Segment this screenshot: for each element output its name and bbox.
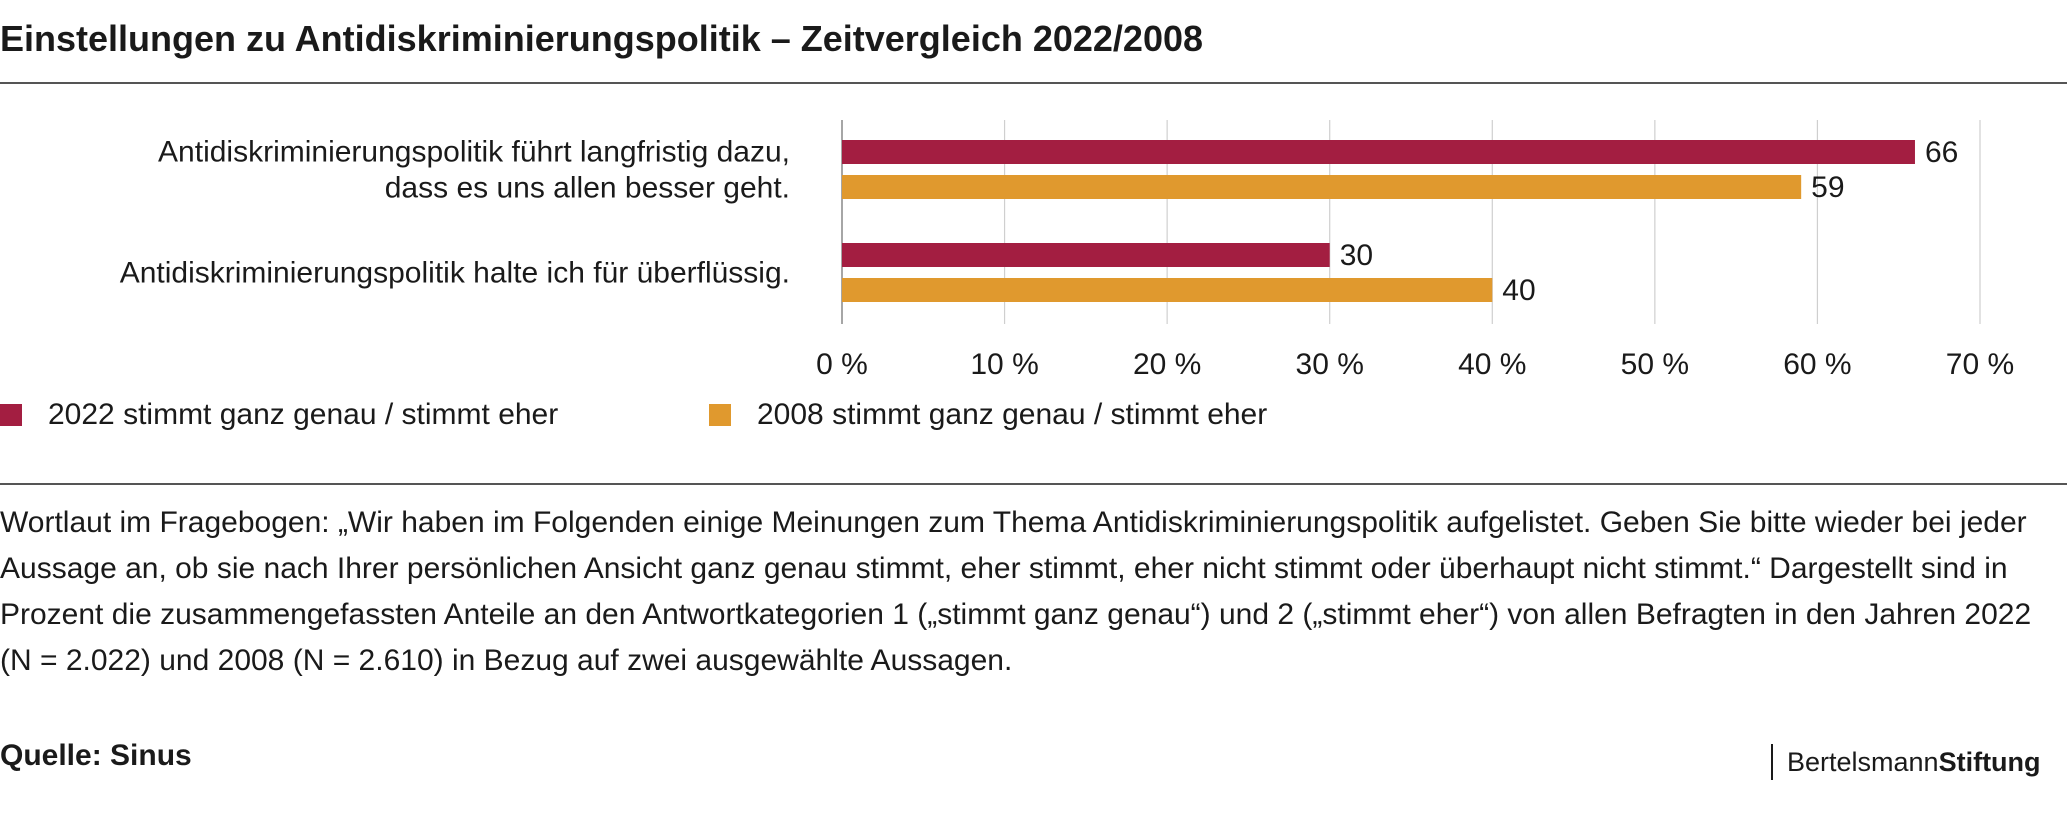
x-tick-label-50: 50 % bbox=[1621, 348, 1689, 381]
data-label-2008-cat1: 59 bbox=[1811, 171, 1844, 204]
chart-title: Einstellungen zu Antidiskriminierungspol… bbox=[0, 18, 1204, 59]
legend-item-2022: 2022 stimmt ganz genau / stimmt eher bbox=[0, 398, 558, 432]
legend-label-2022: 2022 stimmt ganz genau / stimmt eher bbox=[48, 398, 559, 431]
bar-2022-cat2 bbox=[842, 243, 1330, 267]
legend-label-2008: 2008 stimmt ganz genau / stimmt eher bbox=[757, 398, 1268, 431]
bars bbox=[842, 140, 1915, 302]
data-label-2022-cat1: 66 bbox=[1925, 136, 1958, 169]
bar-2022-cat1 bbox=[842, 140, 1915, 164]
category-label-1-line1: Antidiskriminierungspolitik führt langfr… bbox=[158, 136, 790, 169]
x-tick-label-40: 40 % bbox=[1458, 348, 1526, 381]
labels: 0 % 10 % 20 % 30 % 40 % 50 % 60 % 70 % 66 30 59 40 A… bbox=[120, 136, 2015, 382]
category-label-1-line2: dass es uns allen besser geht. bbox=[385, 172, 790, 205]
x-tick-label-60: 60 % bbox=[1783, 348, 1851, 381]
x-tick-label-10: 10 % bbox=[970, 348, 1038, 381]
x-tick-label-30: 30 % bbox=[1296, 348, 1364, 381]
top-divider bbox=[0, 82, 2067, 84]
data-label-2008-cat2: 40 bbox=[1502, 274, 1535, 307]
legend-swatch-2008 bbox=[709, 404, 731, 426]
x-tick-label-70: 70 % bbox=[1946, 348, 2014, 381]
methodology-note: Wortlaut im Fragebogen: „Wir haben im Fo… bbox=[0, 506, 2032, 677]
x-tick-label-0: 0 % bbox=[816, 348, 868, 381]
logo-text-part2: Stiftung bbox=[1938, 747, 2041, 777]
legend-swatch-2022 bbox=[0, 404, 22, 426]
bar-2008-cat2 bbox=[842, 278, 1493, 302]
category-label-2-line1: Antidiskriminierungspolitik halte ich fü… bbox=[120, 257, 790, 290]
data-label-2022-cat2: 30 bbox=[1340, 239, 1373, 272]
bar-2008-cat1 bbox=[842, 175, 1802, 199]
footer-divider bbox=[0, 483, 2067, 485]
logo-text-part1: Bertelsmann bbox=[1787, 747, 1939, 777]
source-label: Quelle: Sinus bbox=[0, 739, 192, 772]
x-tick-label-20: 20 % bbox=[1133, 348, 1201, 381]
bertelsmann-stiftung-logo: BertelsmannStiftung bbox=[1771, 744, 2041, 780]
legend-item-2008: 2008 stimmt ganz genau / stimmt eher bbox=[709, 398, 1267, 432]
bar-chart: 0 % 10 % 20 % 30 % 40 % 50 % 60 % 70 % 66 30 59 40 A… bbox=[120, 120, 2015, 382]
